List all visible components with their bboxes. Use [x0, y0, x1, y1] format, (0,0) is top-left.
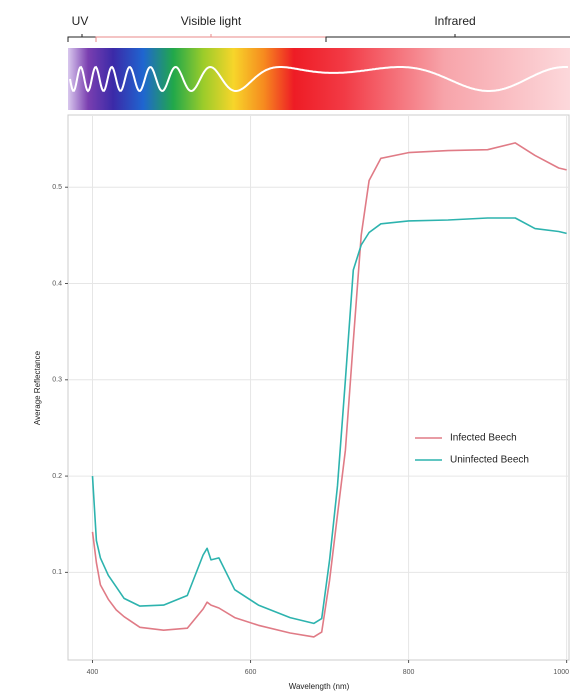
x-tick-label: 400: [87, 669, 99, 676]
y-tick-label: 0.5: [52, 184, 62, 191]
x-tick-label: 1000: [553, 669, 569, 676]
page: {"chart_data": { "type": "line", "annota…: [0, 0, 570, 694]
y-tick-label: 0.4: [52, 280, 62, 287]
spectrum-band: [68, 48, 570, 110]
annotation: Infrared: [434, 14, 475, 28]
visible-bracket: [96, 34, 326, 42]
y-tick-label: 0.1: [52, 569, 62, 576]
x-axis-title: Wavelength (nm): [289, 682, 350, 691]
annotation: Visible light: [181, 14, 242, 28]
chart: UV Visible light Infrared Wavelength (nm…: [0, 0, 570, 694]
y-axis-title: Average Reflectance: [33, 350, 42, 425]
legend-label: Infected Beech: [450, 433, 517, 444]
x-tick-label: 600: [245, 669, 257, 676]
y-tick-label: 0.2: [52, 473, 62, 480]
legend-label: Uninfected Beech: [450, 455, 529, 466]
infrared-bracket: [326, 34, 570, 42]
plot-panel: [68, 115, 569, 660]
uv-bracket: [68, 34, 96, 42]
annotation: UV: [72, 14, 89, 28]
y-tick-label: 0.3: [52, 377, 62, 384]
x-tick-label: 800: [403, 669, 415, 676]
